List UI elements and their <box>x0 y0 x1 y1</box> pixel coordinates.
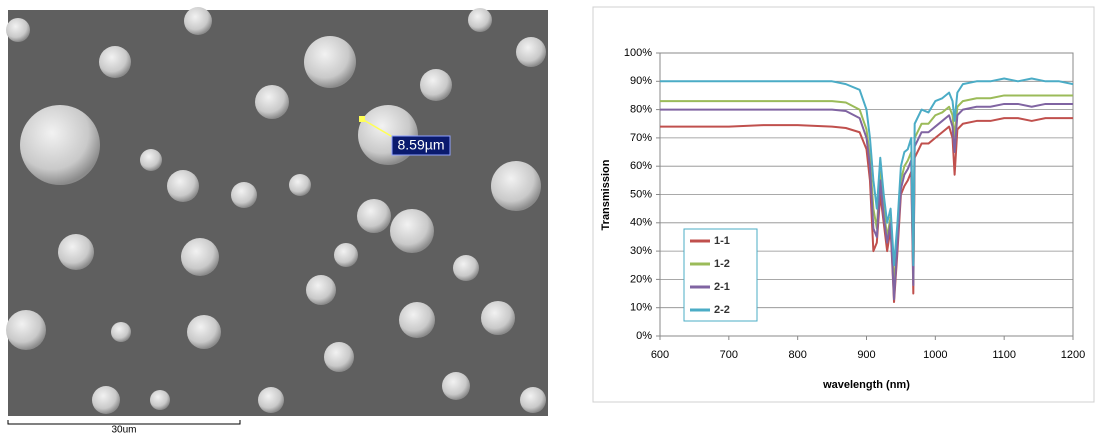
y-tick-label: 40% <box>630 217 652 229</box>
y-tick-label: 50% <box>630 188 652 200</box>
y-tick-label: 80% <box>630 104 652 116</box>
y-tick-label: 30% <box>630 245 652 257</box>
x-tick-label: 900 <box>857 349 875 361</box>
chart-frame <box>593 7 1094 402</box>
legend-label: 2-1 <box>714 281 730 293</box>
y-tick-label: 100% <box>624 47 652 59</box>
y-tick-label: 90% <box>630 75 652 87</box>
y-tick-label: 70% <box>630 132 652 144</box>
sem-image: 8.59µm 30um <box>6 7 548 434</box>
x-axis-title: wavelength (nm) <box>822 379 910 391</box>
measure-handle <box>359 116 365 122</box>
x-tick-label: 700 <box>720 349 738 361</box>
x-tick-label: 1200 <box>1061 349 1085 361</box>
measure-label: 8.59µm <box>398 137 445 153</box>
scale-bar <box>8 420 240 424</box>
legend-label: 1-2 <box>714 258 730 270</box>
legend-label: 2-2 <box>714 304 730 316</box>
y-tick-label: 0% <box>636 330 652 342</box>
page: {"sem_image": {"measurement_label": "8.5… <box>0 0 1096 434</box>
y-tick-label: 60% <box>630 160 652 172</box>
legend-label: 1-1 <box>714 235 730 247</box>
y-tick-label: 10% <box>630 302 652 314</box>
scale-bar-label: 30um <box>111 425 136 434</box>
x-tick-label: 800 <box>788 349 806 361</box>
x-tick-label: 600 <box>651 349 669 361</box>
y-tick-label: 20% <box>630 273 652 285</box>
figure: 8.59µm 30um 0% 10% 20% 30% 40% 50% 60% 70% 80% 90… <box>0 0 1096 434</box>
y-axis-title: Transmission <box>600 159 612 230</box>
x-tick-label: 1100 <box>992 349 1016 361</box>
sem-background <box>8 10 548 416</box>
x-tick-label: 1000 <box>923 349 947 361</box>
